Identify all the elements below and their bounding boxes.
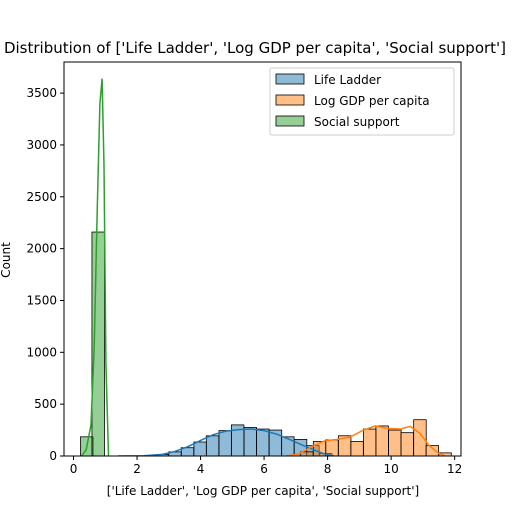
- legend-swatch-log-gdp-per-capita: [275, 94, 305, 106]
- y-tick-label: 2500: [26, 190, 57, 204]
- log-gdp-per-capita-bar: [350, 441, 364, 456]
- log-gdp-per-capita-bar: [388, 429, 402, 456]
- y-tick-label: 1000: [26, 345, 57, 359]
- x-tick-label: 2: [133, 462, 141, 476]
- life-ladder-bar: [205, 435, 220, 456]
- y-tick-label: 500: [34, 397, 57, 411]
- y-tick-label: 1500: [26, 293, 57, 307]
- x-tick-label: 6: [260, 462, 268, 476]
- log-gdp-per-capita-bar: [325, 439, 339, 456]
- log-gdp-per-capita-bar: [413, 419, 427, 456]
- y-tick-label: 3000: [26, 138, 57, 152]
- social-support-kde-line: [80, 78, 110, 456]
- plot-inner: [80, 78, 452, 456]
- legend-swatch-social-support: [275, 115, 305, 127]
- y-axis-label: Count: [0, 242, 13, 278]
- life-ladder-bar: [193, 441, 207, 456]
- x-tick-label: 12: [447, 462, 462, 476]
- life-ladder-bar: [256, 428, 270, 456]
- plot-area: [80, 78, 452, 456]
- life-ladder-bar: [281, 436, 295, 456]
- log-gdp-per-capita-bar: [400, 432, 414, 456]
- log-gdp-per-capita-bar: [363, 428, 377, 456]
- x-tick-label: 10: [383, 462, 398, 476]
- life-ladder-bar: [243, 427, 258, 456]
- log-gdp-per-capita-bar: [375, 425, 389, 456]
- x-axis-label: ['Life Ladder', 'Log GDP per capita', 'S…: [107, 484, 419, 498]
- x-tick-label: 0: [70, 462, 78, 476]
- y-tick-label: 2000: [26, 242, 57, 256]
- x-tick-label: 8: [324, 462, 332, 476]
- legend: Life Ladder Log GDP per capita Social supp…: [269, 67, 455, 136]
- log-gdp-per-capita-bar: [425, 445, 440, 456]
- life-ladder-kde-line: [117, 428, 335, 456]
- axes-frame: [63, 61, 462, 457]
- legend-box: [269, 67, 455, 136]
- y-tick-label: 0: [49, 449, 57, 463]
- axes: 0 2 4 6 8 10 12 0 500 1000 1500 2000 2500 3000 3500: [26, 61, 462, 476]
- chart-title: Distribution of ['Life Ladder', 'Log GDP…: [4, 39, 506, 57]
- x-tick-label: 4: [197, 462, 205, 476]
- legend-label-life-ladder: Life Ladder: [314, 73, 381, 87]
- y-tick-label: 3500: [26, 86, 57, 100]
- legend-label-log-gdp-per-capita: Log GDP per capita: [314, 94, 430, 108]
- log-gdp-per-capita-kde-line: [286, 425, 446, 456]
- life-ladder-bar: [218, 430, 232, 456]
- legend-label-social-support: Social support: [314, 115, 400, 129]
- legend-swatch-life-ladder: [275, 73, 305, 85]
